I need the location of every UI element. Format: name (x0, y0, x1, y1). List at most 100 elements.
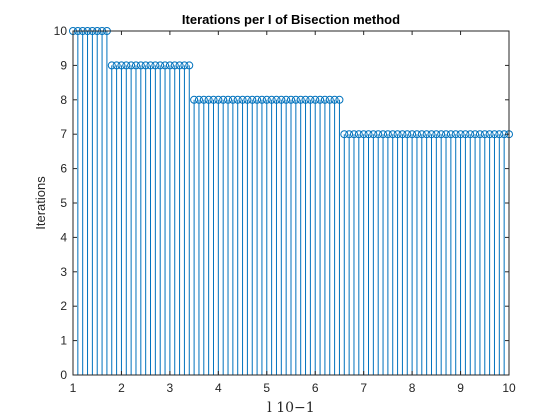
stem-marker (471, 130, 480, 139)
stem-marker (282, 95, 291, 104)
y-tick-label: 8 (60, 93, 67, 107)
stem-marker (383, 130, 392, 139)
stem-marker (253, 95, 262, 104)
stem-marker (175, 61, 184, 70)
stem-marker (141, 61, 150, 70)
stem-marker (335, 95, 344, 104)
markers-group (69, 27, 513, 139)
stem-marker (214, 95, 223, 104)
stem-marker (412, 130, 421, 139)
stem-marker (320, 95, 329, 104)
y-tick-label: 4 (60, 230, 67, 244)
x-tick-label: 7 (360, 381, 367, 395)
stem-marker (248, 95, 257, 104)
stem-marker (194, 95, 203, 104)
stem-marker (238, 95, 247, 104)
stem-marker (161, 61, 170, 70)
stem-marker (388, 130, 397, 139)
stem-marker (209, 95, 218, 104)
stem-marker (349, 130, 358, 139)
stem-marker (185, 61, 194, 70)
stem-marker (490, 130, 499, 139)
stem-marker (107, 61, 116, 70)
stem-marker (345, 130, 354, 139)
y-axis-label: Iterations (33, 176, 48, 230)
stem-marker (475, 130, 484, 139)
stem-marker (325, 95, 334, 104)
stem-marker (364, 130, 373, 139)
stem-marker (466, 130, 475, 139)
stem-marker (291, 95, 300, 104)
stem-marker (369, 130, 378, 139)
stem-marker (257, 95, 266, 104)
stem-marker (316, 95, 325, 104)
stem-marker (456, 130, 465, 139)
stem-marker (446, 130, 455, 139)
stem-marker (480, 130, 489, 139)
stem-marker (311, 95, 320, 104)
y-tick-label: 10 (54, 24, 68, 38)
x-tick-label: 2 (118, 381, 125, 395)
stem-marker (262, 95, 271, 104)
stem-marker (427, 130, 436, 139)
chart-title: Iterations per I of Bisection method (182, 12, 400, 27)
stem-marker (403, 130, 412, 139)
stem-marker (190, 95, 199, 104)
stem-marker (146, 61, 155, 70)
stem-marker (485, 130, 494, 139)
stem-marker (359, 130, 368, 139)
stem-marker (461, 130, 470, 139)
stem-marker (156, 61, 165, 70)
stem-marker (131, 61, 140, 70)
stem-marker (272, 95, 281, 104)
stem-marker (170, 61, 179, 70)
stem-marker (374, 130, 383, 139)
x-tick-label: 3 (167, 381, 174, 395)
stem-marker (422, 130, 431, 139)
stem-marker (127, 61, 136, 70)
stem-marker (354, 130, 363, 139)
stems-group (72, 31, 510, 375)
stem-marker (398, 130, 407, 139)
x-tick-label: 4 (215, 381, 222, 395)
stem-marker (306, 95, 315, 104)
y-tick-label: 1 (60, 334, 67, 348)
y-tick-label: 3 (60, 265, 67, 279)
stem-marker (117, 61, 126, 70)
stem-marker (432, 130, 441, 139)
stem-marker (495, 130, 504, 139)
stem-marker (277, 95, 286, 104)
x-tick-label: 9 (457, 381, 464, 395)
x-tick-label: 10 (502, 381, 516, 395)
stem-marker (417, 130, 426, 139)
stem-marker (199, 95, 208, 104)
stem-marker (442, 130, 451, 139)
stem-marker (340, 130, 349, 139)
y-tick-label: 2 (60, 299, 67, 313)
stem-marker (301, 95, 310, 104)
stem-marker (296, 95, 305, 104)
stem-marker (228, 95, 237, 104)
stem-marker (379, 130, 388, 139)
stem-marker (451, 130, 460, 139)
y-tick-label: 0 (60, 368, 67, 382)
stem-marker (243, 95, 252, 104)
x-tick-label: 1 (70, 381, 77, 395)
stem-marker (233, 95, 242, 104)
x-tick-label: 8 (409, 381, 416, 395)
stem-marker (112, 61, 121, 70)
stem-marker (122, 61, 131, 70)
y-tick-label: 7 (60, 127, 67, 141)
stem-marker (330, 95, 339, 104)
stem-marker (408, 130, 417, 139)
stem-marker (393, 130, 402, 139)
stem-marker (287, 95, 295, 104)
x-tick-label: 6 (312, 381, 319, 395)
stem-marker (267, 95, 276, 104)
stem-marker (219, 95, 228, 104)
y-tick-label: 5 (60, 196, 67, 210)
x-tick-label: 5 (263, 381, 270, 395)
stem-marker (165, 61, 174, 70)
y-tick-label: 9 (60, 58, 67, 72)
